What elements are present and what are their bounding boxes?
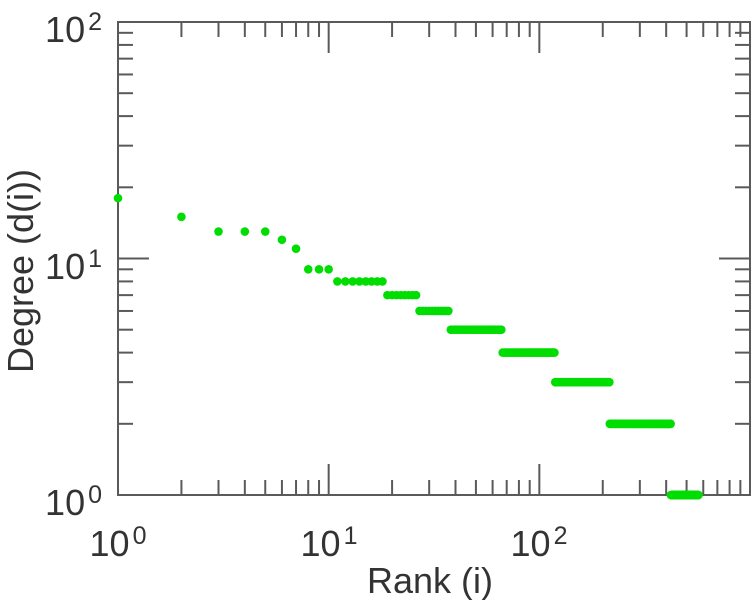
- data-point: [214, 227, 223, 236]
- data-point: [497, 325, 506, 334]
- data-point: [348, 277, 357, 286]
- tick-exponent: 2: [553, 522, 568, 550]
- x-tick-label: 10 1: [259, 514, 399, 564]
- data-point: [260, 227, 270, 236]
- tick-exponent: 1: [88, 245, 102, 273]
- tick-base: 10: [45, 9, 86, 50]
- y-tick-label: 10 2: [0, 0, 102, 50]
- data-point: [550, 348, 559, 357]
- x-tick-label: 10 2: [469, 514, 609, 564]
- data-point: [240, 227, 250, 236]
- tick-exponent: 0: [132, 522, 147, 550]
- data-point: [113, 193, 123, 203]
- data-point: [291, 244, 301, 254]
- tick-base: 10: [45, 246, 86, 287]
- tick-base: 10: [45, 482, 86, 523]
- x-tick-label: 10 0: [48, 514, 188, 564]
- data-point: [277, 235, 287, 245]
- x-axis-label: Rank (i): [366, 560, 494, 600]
- data-point: [361, 277, 371, 286]
- data-point: [411, 290, 421, 300]
- data-point: [605, 377, 614, 387]
- tick-exponent: 0: [88, 481, 102, 509]
- data-point: [666, 419, 675, 429]
- data-point: [694, 490, 703, 500]
- plot-border: [117, 21, 751, 496]
- data-point: [444, 306, 453, 316]
- tick-exponent: 1: [343, 522, 358, 550]
- data-point: [324, 265, 333, 274]
- y-tick-label: 10 1: [0, 235, 102, 287]
- data-point: [303, 265, 313, 274]
- y-tick-label: 10 0: [0, 471, 102, 523]
- tick-base: 10: [300, 523, 341, 564]
- data-point: [355, 277, 364, 286]
- data-point: [177, 212, 186, 222]
- data-point: [333, 277, 342, 286]
- tick-base: 10: [510, 523, 551, 564]
- data-point: [314, 265, 324, 274]
- data-point: [378, 277, 387, 286]
- data-point: [341, 277, 350, 286]
- tick-base: 10: [89, 523, 130, 564]
- data-points: [113, 193, 703, 500]
- tick-exponent: 2: [88, 8, 102, 36]
